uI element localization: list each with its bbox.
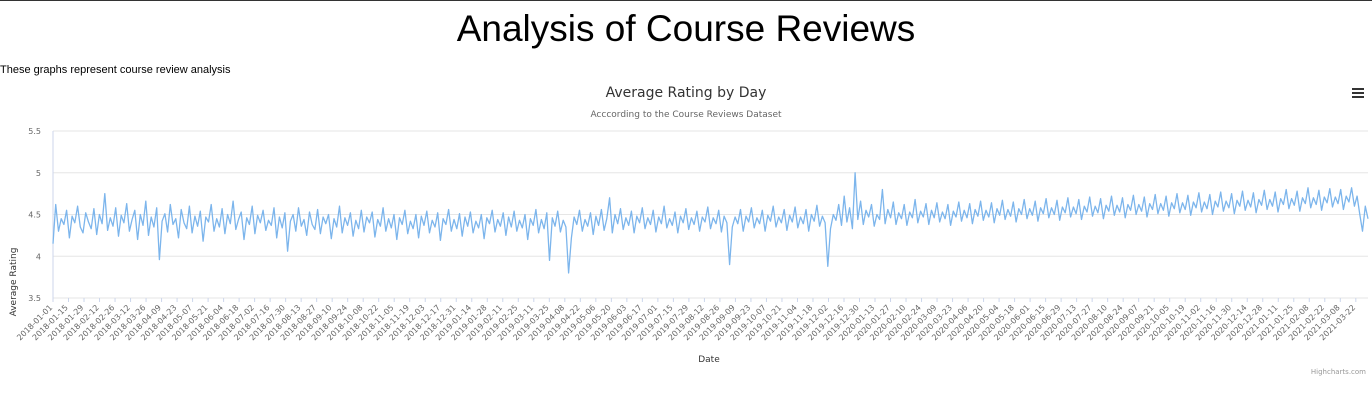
x-axis-ticks: 2018-01-012018-01-152018-01-292018-02-12… [15,298,1357,342]
x-axis-label: Date [698,355,720,365]
series-layer [52,172,1369,274]
page-title: Analysis of Course Reviews [456,8,916,49]
y-axis-label: Average Rating [9,248,19,317]
chart-background [0,76,1372,400]
line-chart: Average Rating by Day Acccording to the … [0,76,1372,400]
menu-bar-2 [1352,92,1364,94]
y-tick-label: 5.5 [28,127,41,136]
intro-text: These graphs represent course review ana… [0,64,231,76]
y-tick-label: 4 [36,252,41,261]
y-tick-label: 5 [36,169,41,178]
credits-link[interactable]: Highcharts.com [1311,368,1366,376]
chart-container: Average Rating by Day Acccording to the … [0,76,1372,400]
chart-subtitle: Acccording to the Course Reviews Dataset [590,110,782,120]
chart-title: Average Rating by Day [606,85,767,101]
y-tick-label: 4.5 [28,211,41,220]
menu-bar-3 [1352,96,1364,98]
y-tick-label: 3.5 [28,294,41,303]
menu-bar-1 [1352,88,1364,90]
y-axis-ticks: 3.5 4 4.5 5 5.5 [28,127,41,303]
series-line[interactable] [52,172,1369,274]
grid-lines [53,130,1368,299]
top-border [0,0,1372,1]
hamburger-menu-icon [1352,88,1364,98]
chart-menu-button[interactable] [1346,84,1368,104]
